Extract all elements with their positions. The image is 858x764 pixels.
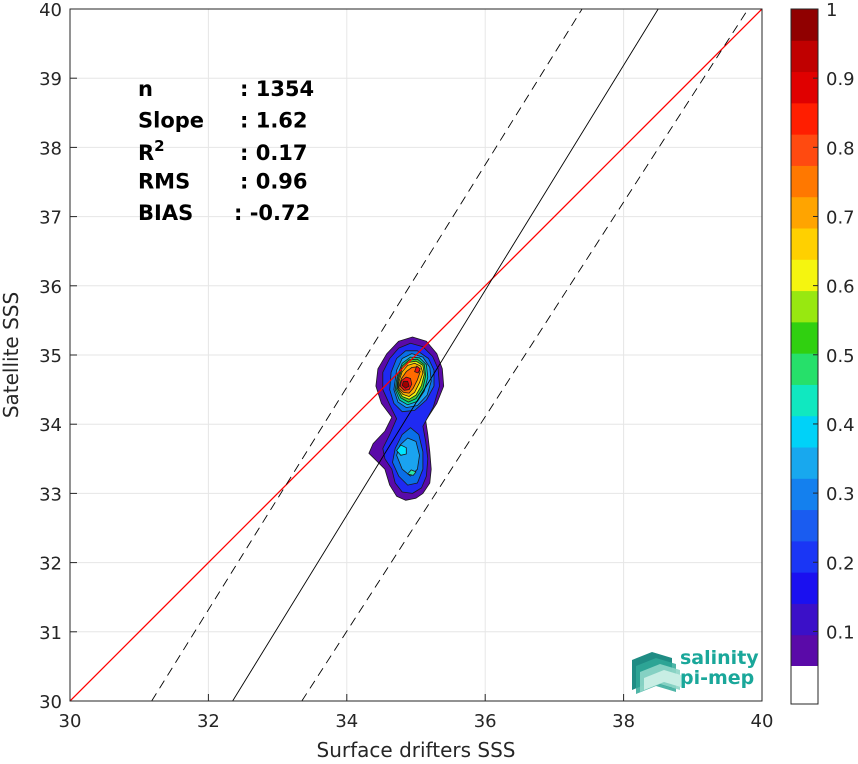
colorbar-segment [791,165,818,198]
colorbar-segment [791,259,818,292]
y-tick-label: 36 [39,277,62,298]
x-axis-ticks: 30 32 34 36 38 40 [59,694,774,732]
stat-label: Slope [138,109,204,133]
stat-value: : 0.17 [240,141,308,165]
colorbar-segment [791,40,818,73]
logo-icon [632,652,684,694]
colorbar-segment [791,384,818,417]
colorbar-segment [791,321,818,354]
stat-value: : 1.62 [240,109,308,133]
y-axis-ticks: 30 31 32 33 34 35 36 37 38 39 40 [39,0,77,713]
colorbar-segment [791,290,818,323]
colorbar-segment [791,540,818,573]
colorbar-segment [791,572,818,604]
stat-label: BIAS [138,201,193,225]
colorbar-tick-label: 0.5 [826,346,855,367]
y-tick-label: 34 [39,415,62,436]
x-tick-label: 40 [751,711,774,732]
density-contour [407,469,417,476]
colorbar-segment [791,196,818,229]
colorbar-segment [791,603,818,636]
fit-upper-line [151,9,583,701]
density-contour [396,444,407,456]
y-tick-label: 33 [39,484,62,505]
y-tick-label: 30 [39,692,62,713]
stat-value: : -0.72 [234,201,310,225]
one-to-one-line [70,9,762,701]
y-tick-label: 39 [39,69,62,90]
colorbar-tick-label: 0.7 [826,207,855,228]
stat-label: R2 [138,137,165,165]
x-tick-label: 38 [612,711,635,732]
colorbar-segment [791,415,818,448]
x-tick-label: 32 [197,711,220,732]
colorbar-segment [791,509,818,542]
colorbar: 0.1 0.2 0.3 0.4 0.5 0.6 0.7 0.8 0.9 1 [790,0,855,705]
stat-label: RMS [138,170,190,194]
salinity-pi-mep-logo: salinity pi-mep [632,647,759,694]
colorbar-tick-label: 0.9 [826,69,855,90]
colorbar-segment [791,134,818,166]
colorbar-segment [791,9,818,41]
y-axis-label: Satellite SSS [0,292,23,418]
logo-line1: salinity [680,647,759,669]
stat-value: : 1354 [240,77,314,101]
stat-label: n [138,77,153,101]
x-tick-label: 30 [59,711,82,732]
colorbar-frame [790,8,819,705]
colorbar-segment [791,478,818,511]
y-tick-label: 38 [39,138,62,159]
colorbar-tick-label: 0.4 [826,415,855,436]
colorbar-tick-label: 0.3 [826,484,855,505]
y-tick-label: 40 [39,0,62,21]
x-axis-label: Surface drifters SSS [317,738,516,762]
stat-label-superscript: 2 [154,137,164,155]
statistics-box: n : 1354 Slope : 1.62 R2 : 0.17 RMS : 0.96 BIAS:… [138,77,314,225]
colorbar-segment [791,447,818,479]
fit-lower-line [301,9,749,701]
y-tick-label: 35 [39,346,62,367]
colorbar-empty-segment [791,666,818,704]
x-tick-label: 34 [335,711,358,732]
colorbar-segment [791,102,818,135]
colorbar-tick-label: 0.8 [826,138,855,159]
colorbar-segment [791,634,818,667]
colorbar-segment [791,353,818,385]
logo-line2: pi-mep [680,667,754,689]
y-tick-label: 32 [39,554,62,575]
colorbar-tick-label: 0.1 [826,622,855,643]
density-contour [401,380,410,389]
colorbar-tick-label: 0.2 [826,553,855,574]
reference-lines [70,9,762,701]
fit-line [232,9,659,701]
density-contour [414,365,421,374]
y-tick-label: 31 [39,623,62,644]
colorbar-segment [791,228,818,260]
colorbar-tick-label: 1 [826,0,837,21]
colorbar-tick-label: 0.6 [826,277,855,298]
x-tick-label: 36 [474,711,497,732]
colorbar-segment [791,71,818,104]
y-tick-label: 37 [39,208,62,229]
stat-value: : 0.96 [240,170,308,194]
